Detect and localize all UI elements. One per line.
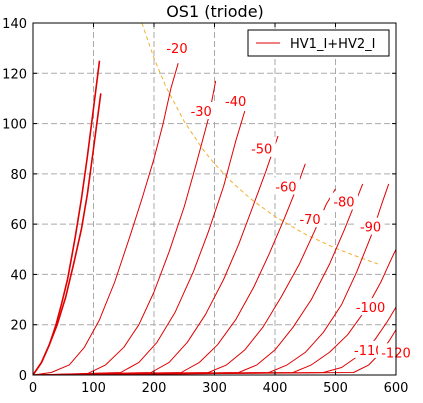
x-tick-label: 300: [202, 381, 227, 396]
x-tick-label: 0: [29, 381, 37, 396]
curve-label: -60: [275, 180, 296, 195]
curve-label-bg: [329, 192, 358, 210]
chart-title: OS1 (triode): [166, 2, 264, 21]
series-line-neg40: [33, 110, 246, 375]
curve-labels: -20-30-40-50-60-70-80-90-100-110-120: [162, 39, 414, 361]
x-tick-label: 600: [384, 381, 409, 396]
curve-label: -70: [299, 213, 320, 228]
curve-label-bg: [162, 39, 191, 57]
x-tick-label: 400: [263, 381, 288, 396]
dissipation-line: [141, 23, 378, 265]
curve-label-bg: [296, 210, 325, 228]
x-tick-label: 100: [81, 381, 106, 396]
dissipation-curve: [141, 23, 378, 265]
x-tick-label: 200: [142, 381, 167, 396]
series-line-neg10: [33, 93, 102, 375]
curve-label: -80: [333, 196, 354, 211]
curve-label-bg: [221, 91, 250, 109]
curve-label-bg: [350, 340, 387, 358]
legend: HV1_I+HV2_I: [247, 29, 390, 57]
series-line-neg120: [33, 329, 396, 375]
curve-label: -30: [191, 105, 212, 120]
curve-label: -20: [166, 42, 187, 57]
curve-label-bg: [247, 139, 276, 157]
series-line-0: [33, 60, 101, 375]
y-tick-label: 0: [19, 369, 27, 384]
y-tick-label: 80: [10, 168, 27, 183]
y-tick-label: 140: [2, 17, 27, 32]
curve-label-bg: [352, 298, 389, 316]
curve-label: -110: [354, 344, 384, 359]
series-line-neg30: [33, 80, 217, 375]
curve-label: -100: [356, 301, 386, 316]
y-tick-label: 20: [10, 319, 27, 334]
y-tick-label: 100: [2, 118, 27, 133]
curve-label-bg: [187, 102, 216, 119]
curve-label: -90: [360, 221, 381, 236]
y-tick-label: 40: [10, 268, 27, 283]
legend-label: HV1_I+HV2_I: [290, 37, 375, 52]
series-line-neg100: [33, 249, 396, 375]
curve-label-bg: [356, 217, 385, 235]
series-line-neg20: [33, 63, 179, 375]
x-tick-label: 500: [323, 381, 348, 396]
series-line-neg80: [33, 183, 364, 375]
series-line-neg60: [33, 163, 306, 375]
curve-label-bg: [271, 177, 300, 195]
y-tick-label: 120: [2, 67, 27, 82]
curve-label: -50: [251, 143, 272, 158]
axis-ticks: 0 100 200 300 400 500 600 0 20 40 60 80 100 120 140: [2, 17, 408, 396]
series-line-neg50: [33, 135, 279, 375]
y-tick-label: 60: [10, 218, 27, 233]
curve-label: -40: [225, 95, 246, 110]
